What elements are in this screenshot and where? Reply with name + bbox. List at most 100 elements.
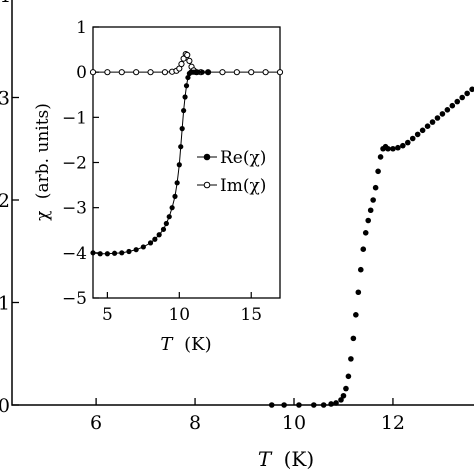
- main-data-point: [469, 86, 474, 93]
- inset-im-point: [147, 69, 154, 76]
- main-data-point: [454, 98, 461, 105]
- main-x-tick-label: 6: [90, 412, 102, 434]
- main-data-point: [434, 115, 441, 121]
- main-data-point: [377, 154, 384, 160]
- main-data-point: [338, 397, 344, 403]
- inset-data-series: [89, 51, 284, 257]
- main-y-axis: 0 1 2 3 4: [0, 0, 19, 417]
- main-data-point: [414, 131, 421, 138]
- main-data-point: [409, 135, 416, 142]
- inset-x-axis-variable: T: [160, 334, 174, 355]
- inset-re-point: [104, 251, 110, 257]
- inset-re-point: [185, 74, 191, 81]
- inset-x-tick-label: 15: [240, 305, 262, 325]
- inset-re-point: [174, 180, 180, 186]
- inset-y-tick-label: −3: [62, 199, 87, 219]
- main-data-point: [424, 123, 431, 129]
- main-data-point: [400, 142, 406, 149]
- inset-y-axis-label: χ (arb. units): [33, 103, 53, 221]
- inset-re-point: [111, 250, 118, 256]
- main-data-point: [395, 144, 401, 151]
- inset-im-point: [178, 60, 185, 68]
- main-data-point: [343, 385, 349, 392]
- inset-im-point: [184, 51, 191, 59]
- main-data-point: [340, 392, 347, 399]
- main-data-point: [372, 184, 379, 191]
- main-data-point: [348, 356, 354, 362]
- main-data-point: [355, 289, 362, 296]
- inset-y-tick-label: −5: [62, 289, 87, 309]
- inset-y-tick-label: 0: [76, 63, 87, 83]
- inset-re-point: [169, 205, 175, 211]
- inset-re-point: [163, 220, 169, 227]
- main-x-axis: 6 8 10 12: [90, 398, 405, 434]
- main-y-tick-label: 2: [0, 190, 10, 212]
- inset-re-point: [183, 83, 190, 89]
- inset-re-point: [179, 126, 185, 132]
- inset-re-point: [178, 144, 184, 150]
- inset-re-point: [119, 250, 125, 256]
- main-data-point: [345, 373, 352, 380]
- main-data-point: [385, 145, 391, 152]
- inset-x-axis-label: T (K): [160, 334, 211, 355]
- inset-plot: 10−1−2−3−4−5 5 10 15 T (K) χ (arb. units) …: [33, 18, 284, 355]
- inset-re-point: [205, 69, 211, 75]
- inset-im-point: [161, 69, 169, 76]
- main-data-point: [375, 168, 381, 175]
- main-data-point: [439, 111, 446, 117]
- inset-x-axis-unit: (K): [184, 334, 212, 355]
- main-data-point: [370, 197, 376, 203]
- main-data-points: [268, 86, 474, 408]
- main-data-point: [429, 119, 436, 125]
- inset-re-point: [90, 250, 96, 256]
- inset-re-point: [147, 240, 154, 246]
- main-y-tick-label: 0: [0, 395, 10, 417]
- inset-x-tick-label: 10: [168, 305, 190, 325]
- main-data-point: [449, 102, 456, 109]
- main-data-point: [350, 335, 357, 342]
- main-data-point: [268, 402, 275, 408]
- main-x-axis-label: T (K): [258, 447, 314, 471]
- main-data-point: [419, 127, 426, 134]
- main-x-axis-unit: (K): [284, 447, 315, 471]
- inset-re-point: [172, 193, 178, 199]
- main-data-point: [320, 402, 327, 408]
- inset-y-axis-unit: (arb. units): [33, 103, 53, 199]
- inset-re-point: [199, 69, 205, 75]
- inset-y-tick-label: −4: [62, 244, 87, 264]
- main-data-point: [353, 312, 359, 318]
- inset-im-point: [276, 69, 284, 76]
- main-data-point: [365, 217, 372, 224]
- main-data-point: [367, 207, 374, 214]
- main-data-point: [444, 107, 451, 113]
- main-y-tick-label: 3: [0, 88, 10, 110]
- inset-legend: Re(χ) Im(χ): [197, 148, 266, 196]
- inset-im-point: [104, 69, 111, 76]
- main-x-axis-variable: T: [258, 447, 273, 471]
- inset-im-point: [233, 69, 240, 76]
- main-data-point: [328, 401, 334, 407]
- main-x-tick-label: 8: [189, 412, 201, 434]
- inset-re-point: [166, 214, 172, 220]
- inset-y-axis: 1 0 −1 −2 −3 −4 −5: [62, 18, 99, 309]
- inset-im-point: [248, 69, 255, 76]
- main-data-point: [310, 402, 317, 408]
- inset-im-point: [133, 69, 140, 76]
- inset-re-point: [195, 69, 201, 75]
- main-x-tick-label: 10: [282, 412, 306, 434]
- inset-re-point: [126, 248, 132, 255]
- legend-marker: [203, 153, 211, 161]
- main-y-tick-label: 4: [0, 0, 10, 7]
- inset-y-tick-label: −1: [62, 108, 87, 128]
- main-data-point: [390, 145, 396, 152]
- inset-x-tick-label: 5: [102, 305, 113, 325]
- inset-re-point: [97, 251, 103, 257]
- inset-re-point: [176, 162, 182, 168]
- inset-y-tick-label: 1: [76, 18, 87, 38]
- inset-y-axis-variable: χ: [33, 211, 53, 221]
- main-data-point: [296, 402, 302, 408]
- main-data-point: [357, 266, 364, 273]
- inset-im-point: [118, 69, 125, 76]
- inset-im-point: [186, 57, 193, 64]
